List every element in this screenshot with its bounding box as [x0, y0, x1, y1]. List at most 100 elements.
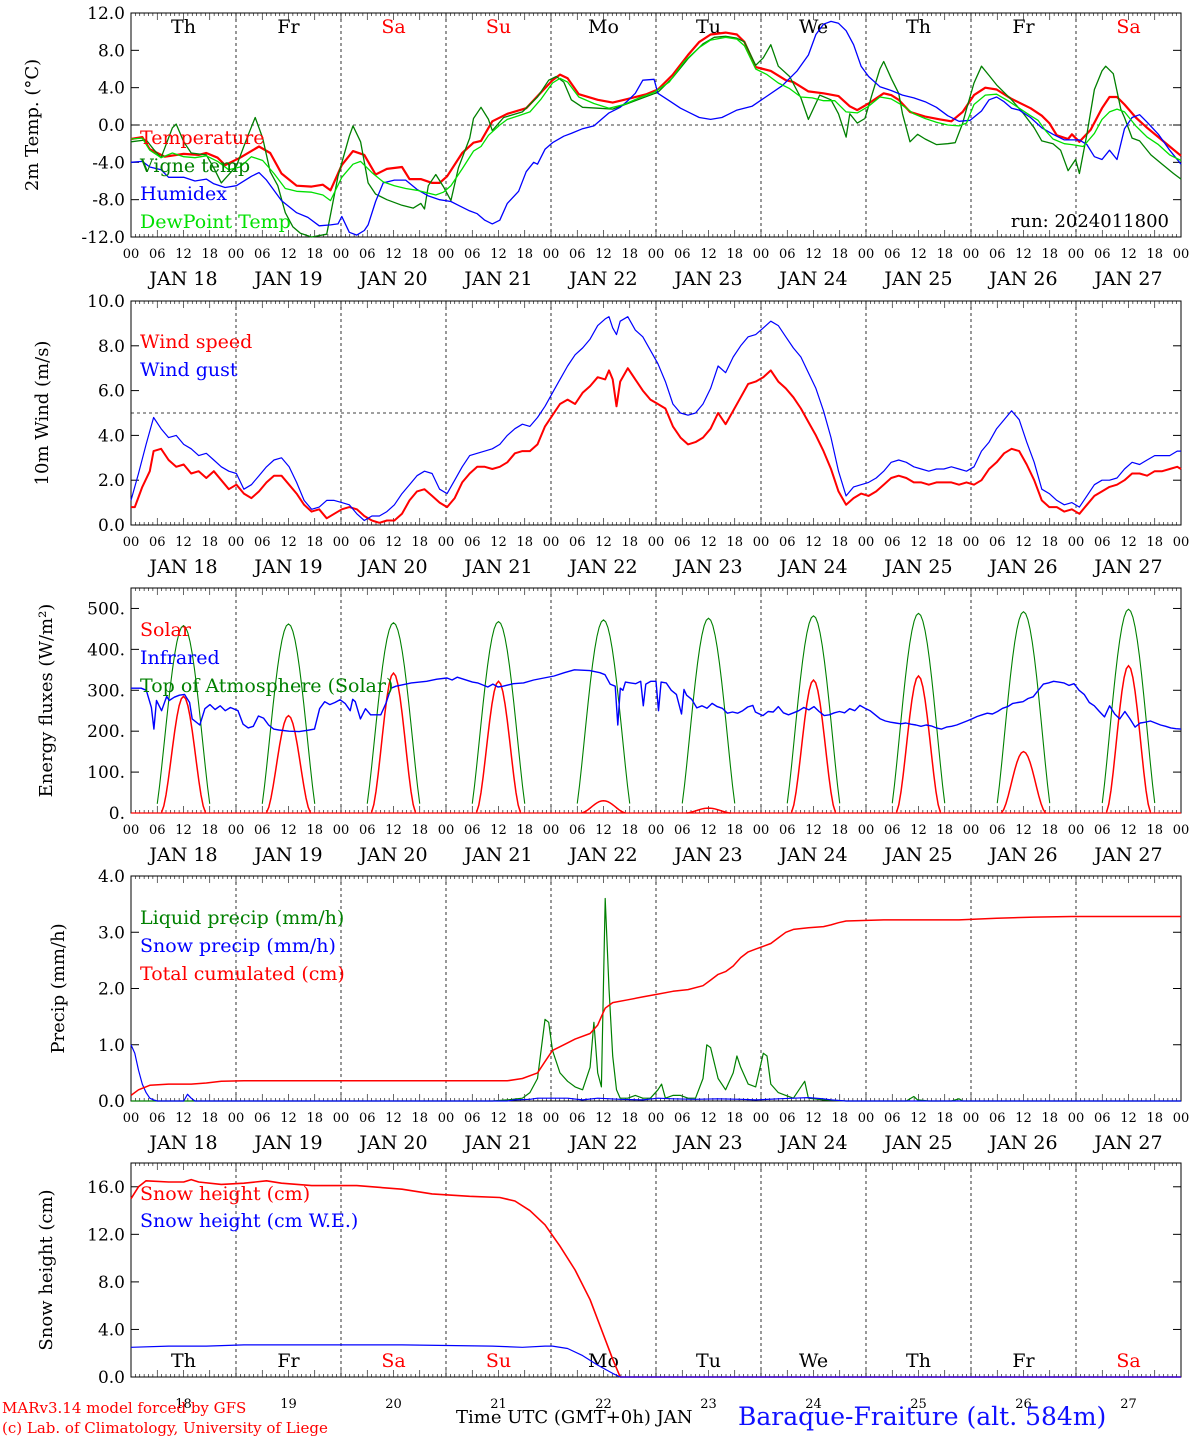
day-name-fr: Fr — [277, 1350, 300, 1372]
hour-label: 00 — [858, 247, 875, 262]
hour-label: 06 — [359, 247, 376, 262]
date-label: JAN 21 — [462, 1132, 532, 1154]
day-number: 21 — [490, 1397, 507, 1412]
legend-item: DewPoint Temp — [140, 211, 291, 233]
total-cumulated-cm-line — [130, 915, 1181, 1097]
hour-label: 00 — [1068, 823, 1085, 838]
date-label: JAN 20 — [357, 844, 427, 866]
y-axis-label: 10m Wind (m/s) — [32, 341, 53, 486]
hour-label: 00 — [1068, 535, 1085, 550]
hour-label: 06 — [254, 823, 271, 838]
date-label: JAN 19 — [252, 268, 322, 290]
y-tick-label: 300. — [87, 681, 125, 701]
day-number: 20 — [385, 1397, 402, 1412]
hour-label: 00 — [648, 823, 665, 838]
hour-label: 00 — [753, 823, 770, 838]
hour-label: 00 — [1173, 247, 1190, 262]
hour-label: 12 — [175, 535, 192, 550]
hour-label: 00 — [123, 535, 140, 550]
date-label: JAN 21 — [462, 556, 532, 578]
hour-label: 06 — [359, 823, 376, 838]
hour-label: 12 — [490, 823, 507, 838]
x-ticks — [130, 588, 1182, 813]
hour-label: 00 — [438, 247, 455, 262]
hour-label: 06 — [884, 247, 901, 262]
hour-label: 06 — [779, 535, 796, 550]
hour-label: 12 — [805, 247, 822, 262]
hour-label: 12 — [490, 535, 507, 550]
hour-label: 18 — [1041, 1111, 1058, 1126]
hour-label: 00 — [1173, 823, 1190, 838]
hour-label: 00 — [438, 1111, 455, 1126]
hour-label: 00 — [753, 535, 770, 550]
day-name-sa: Sa — [381, 16, 405, 38]
hour-label: 18 — [516, 247, 533, 262]
hour-label: 06 — [674, 823, 691, 838]
day-number: 22 — [595, 1397, 612, 1412]
day-name-th: Th — [171, 1350, 196, 1372]
y-tick-label: 0.0 — [98, 516, 125, 536]
y-tick-label: 1.0 — [98, 1036, 125, 1056]
hour-label: 12 — [805, 823, 822, 838]
hour-label: 06 — [569, 1111, 586, 1126]
day-name-mo: Mo — [588, 16, 619, 38]
energy-flux-panel: 0. 100. 200. 300. 400. 500. Energy fluxes (W/m… — [36, 587, 1190, 866]
date-label: JAN 22 — [567, 268, 637, 290]
hour-label: 18 — [201, 1111, 218, 1126]
hour-label: 18 — [306, 1111, 323, 1126]
day-name-su: Su — [486, 16, 511, 38]
hour-label: 18 — [1041, 247, 1058, 262]
snow-height-panel: 0.0 4.0 8.0 12.0 16.0 Snow height (cm) Th Fr Sa S… — [36, 1162, 1182, 1412]
toa-solar-line — [1101, 608, 1156, 804]
day-number: 18 — [175, 1397, 192, 1412]
hour-label: 18 — [831, 1111, 848, 1126]
day-name-th: Th — [906, 16, 931, 38]
hour-label: 06 — [1094, 823, 1111, 838]
solar-line — [790, 678, 837, 813]
hour-label: 06 — [989, 535, 1006, 550]
date-label: JAN 22 — [567, 556, 637, 578]
hour-label: 18 — [726, 247, 743, 262]
temperature-line — [130, 31, 1182, 192]
hour-label: 00 — [438, 535, 455, 550]
hour-label: 12 — [175, 823, 192, 838]
hour-label: 18 — [936, 1111, 953, 1126]
hour-label: 06 — [884, 823, 901, 838]
day-name-we: We — [799, 16, 828, 38]
date-label: JAN 26 — [987, 844, 1057, 866]
hour-label: 06 — [989, 1111, 1006, 1126]
date-label: JAN 18 — [147, 268, 217, 290]
time-axis-label: Time UTC (GMT+0h) JAN — [456, 1407, 693, 1428]
y-tick-label: 400. — [87, 640, 125, 660]
hour-label: 12 — [385, 535, 402, 550]
date-label: JAN 21 — [462, 844, 532, 866]
hour-label: 00 — [333, 247, 350, 262]
legend-item: Snow precip (mm/h) — [140, 935, 336, 957]
hour-label: 00 — [228, 1111, 245, 1126]
hour-label: 18 — [726, 1111, 743, 1126]
hour-label: 06 — [989, 247, 1006, 262]
legend-item: Snow height (cm W.E.) — [140, 1210, 358, 1232]
run-label: run: 2024011800 — [1011, 211, 1169, 232]
hour-label: 00 — [543, 535, 560, 550]
date-label: JAN 20 — [357, 268, 427, 290]
hour-label: 18 — [936, 823, 953, 838]
x-ticks — [130, 1163, 1182, 1377]
hour-label: 00 — [543, 1111, 560, 1126]
date-label: JAN 22 — [567, 1132, 637, 1154]
hour-label: 12 — [700, 823, 717, 838]
hour-label: 18 — [1146, 535, 1163, 550]
hour-label: 12 — [1120, 247, 1137, 262]
date-label: JAN 27 — [1092, 556, 1162, 578]
date-label: JAN 19 — [252, 844, 322, 866]
date-label: JAN 19 — [252, 556, 322, 578]
legend-item: Temperature — [140, 127, 264, 149]
hour-label: 00 — [123, 247, 140, 262]
hour-label: 12 — [1015, 823, 1032, 838]
hour-label: 06 — [464, 823, 481, 838]
day-name-su: Su — [486, 1350, 511, 1372]
date-label: JAN 24 — [777, 556, 847, 578]
solar-line — [265, 714, 312, 813]
day-number: 24 — [805, 1397, 822, 1412]
snow-height-cm-w-e-line — [130, 1344, 1181, 1378]
